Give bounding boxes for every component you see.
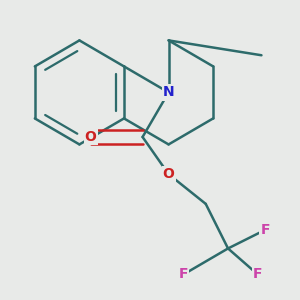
Text: F: F [253, 268, 262, 281]
Text: N: N [163, 85, 174, 99]
Text: F: F [179, 268, 188, 281]
Text: O: O [163, 167, 175, 181]
Text: O: O [85, 130, 97, 144]
Text: N: N [163, 85, 174, 99]
Text: F: F [260, 223, 270, 237]
